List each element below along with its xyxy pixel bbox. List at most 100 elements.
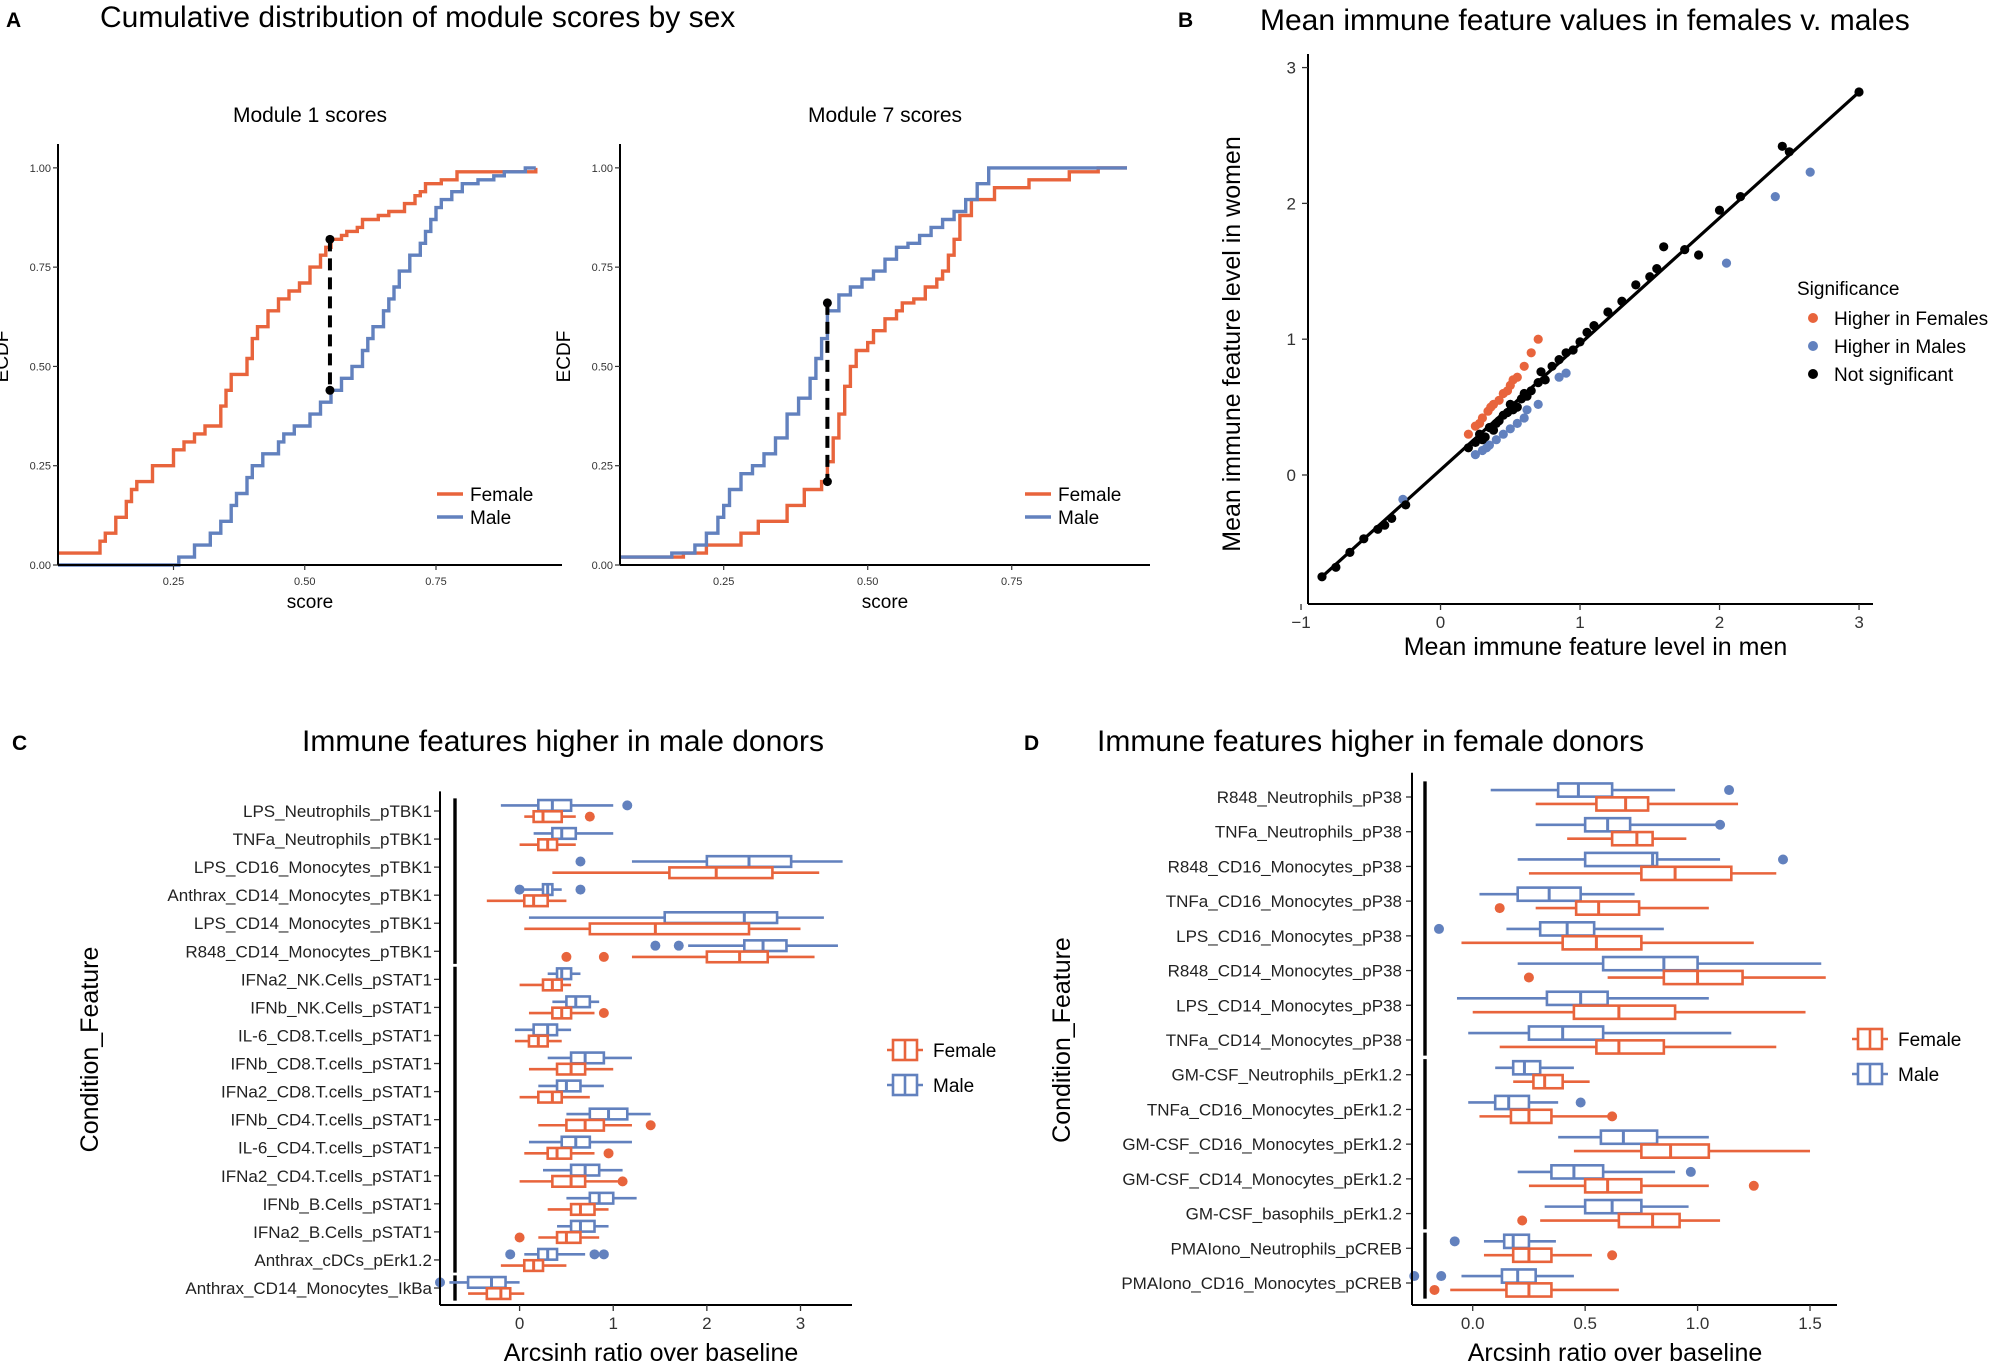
ks-point-bottom xyxy=(822,477,832,487)
row-label: TNFa_CD16_Monocytes_pErk1.2 xyxy=(1147,1100,1402,1119)
scatter-point xyxy=(1533,378,1543,388)
male-outlier xyxy=(1715,819,1726,830)
scatter-point xyxy=(1652,264,1662,274)
y-axis-title: ECDF xyxy=(0,331,13,383)
row-label: GM-CSF_Neutrophils_pErk1.2 xyxy=(1171,1066,1402,1085)
female-outlier xyxy=(584,811,595,822)
ecdf-line-male xyxy=(620,166,1127,559)
female-outlier xyxy=(1517,1215,1528,1226)
x-tick-label: 2 xyxy=(1715,613,1724,632)
legend-label-male: Male xyxy=(1898,1065,1939,1086)
legend-dot xyxy=(1808,341,1818,351)
female-box xyxy=(1574,900,1641,916)
x-tick-label: 0.50 xyxy=(857,576,878,588)
female-outlier xyxy=(1494,903,1505,914)
male-box xyxy=(1550,1164,1605,1180)
x-tick-label: 1.5 xyxy=(1798,1314,1822,1333)
scatter-point xyxy=(1533,334,1543,344)
female-box xyxy=(588,922,751,936)
ecdf-line-female xyxy=(620,166,1127,559)
row-label: Anthrax_CD14_Monocytes_IkBa xyxy=(185,1279,432,1298)
scatter-point xyxy=(1491,418,1501,428)
row-label: Anthrax_CD14_Monocytes_pTBK1 xyxy=(167,886,432,905)
legend-label-male: Male xyxy=(470,508,511,529)
row-label: IFNa2_CD8.T.cells_pSTAT1 xyxy=(221,1083,432,1102)
row-label: IL-6_CD4.T.cells_pSTAT1 xyxy=(238,1139,432,1158)
legend-title: Significance xyxy=(1797,279,1899,300)
female-outlier xyxy=(1429,1284,1440,1295)
ecdf-module-1-chart: Module 1 scores 0.00 0.25 0.50 0.75 1.00 0.25 0… xyxy=(0,104,562,613)
male-outlier xyxy=(598,1249,609,1260)
ecdf-line-female xyxy=(58,167,538,555)
male-box xyxy=(1493,1094,1531,1111)
row-label: LPS_CD16_Monocytes_pTBK1 xyxy=(194,858,432,877)
male-outlier xyxy=(1409,1271,1420,1282)
scatter-point xyxy=(1805,167,1815,177)
scatter-point xyxy=(1486,402,1496,412)
scatter-point xyxy=(1491,435,1501,445)
ecdf-module-7-chart: Module 7 scores 0.00 0.25 0.50 0.75 1.00 0.25 0… xyxy=(554,104,1150,613)
female-outlier xyxy=(598,1008,609,1019)
scatter-point xyxy=(1505,424,1515,434)
scatter-point xyxy=(1317,572,1327,582)
scatter-point xyxy=(1359,534,1369,544)
x-tick-label: 3 xyxy=(1854,613,1863,632)
legend-label-male: Male xyxy=(933,1076,974,1097)
scatter-point xyxy=(1617,296,1627,306)
row-label: LPS_CD16_Monocytes_pP38 xyxy=(1176,927,1402,946)
panel-c-title: Immune features higher in male donors xyxy=(302,725,824,758)
y-axis-title: Condition_Feature xyxy=(76,947,104,1153)
row-label: TNFa_CD14_Monocytes_pP38 xyxy=(1166,1031,1402,1050)
scatter-point xyxy=(1540,375,1550,385)
female-box xyxy=(522,894,549,908)
male-outlier xyxy=(650,940,661,951)
x-axis-title: score xyxy=(862,592,908,613)
y-axis-title: ECDF xyxy=(554,331,575,383)
female-box xyxy=(1595,796,1650,812)
male-outlier xyxy=(673,940,684,951)
male-box xyxy=(1556,782,1614,798)
panel-a-title: Cumulative distribution of module scores… xyxy=(100,1,735,34)
male-outlier xyxy=(575,884,586,895)
legend-label-male: Male xyxy=(1058,508,1099,529)
female-box xyxy=(668,866,774,880)
scatter-point xyxy=(1498,429,1508,439)
male-box xyxy=(1601,955,1699,972)
male-outlier xyxy=(1436,1271,1447,1282)
y-tick-label: 0.00 xyxy=(592,560,613,572)
female-box xyxy=(532,809,564,824)
scatter-point xyxy=(1373,524,1383,534)
scatter-point xyxy=(1401,500,1411,510)
row-label: IFNb_NK.Cells_pSTAT1 xyxy=(250,998,432,1017)
y-tick-label: 0.50 xyxy=(30,361,51,373)
female-box xyxy=(1561,934,1643,951)
x-tick-label: 0.25 xyxy=(713,576,734,588)
panel-letter-c: C xyxy=(12,732,27,755)
scatter-point xyxy=(1536,367,1546,377)
female-box xyxy=(705,950,770,964)
x-tick-label: 0.5 xyxy=(1573,1314,1597,1333)
y-tick-label: 0.50 xyxy=(592,361,613,373)
legend-label: Higher in Males xyxy=(1834,337,1966,358)
scatter-point xyxy=(1477,435,1487,445)
row-label: LPS_Neutrophils_pTBK1 xyxy=(243,802,432,821)
y-tick-label: 0.75 xyxy=(30,262,51,274)
x-tick-label: 0.25 xyxy=(163,576,184,588)
row-label: GM-CSF_CD16_Monocytes_pErk1.2 xyxy=(1122,1135,1402,1154)
scatter-point xyxy=(1784,147,1794,157)
row-label: IL-6_CD8.T.cells_pSTAT1 xyxy=(238,1026,432,1045)
scatter-point xyxy=(1345,547,1355,558)
female-outlier xyxy=(561,951,572,962)
female-outlier xyxy=(1523,972,1534,983)
female-outlier xyxy=(603,1148,614,1159)
x-tick-label: 1 xyxy=(1575,613,1584,632)
male-box xyxy=(1599,1129,1659,1146)
legend-label-female: Female xyxy=(933,1041,996,1062)
scatter-point xyxy=(1526,348,1536,358)
boxplot-male-chart: LPS_Neutrophils_pTBK1 TNFa_Neutrophils_pT… xyxy=(76,791,996,1363)
female-box xyxy=(569,1202,596,1217)
female-box xyxy=(1572,1004,1677,1021)
scatter-point xyxy=(1470,450,1480,460)
female-box xyxy=(485,1286,512,1301)
scatter-point xyxy=(1575,337,1585,347)
